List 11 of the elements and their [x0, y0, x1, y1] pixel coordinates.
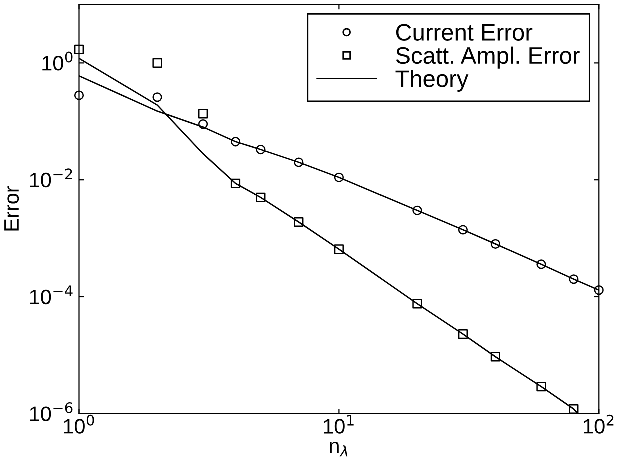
legend-label: Theory: [396, 70, 469, 92]
x-axis-title: n$_{λ}$: [330, 442, 348, 457]
y-axis-title: Error: [4, 186, 20, 231]
x-tick-label: 10$^{1}$: [324, 415, 354, 434]
legend-label: Current Error: [396, 24, 533, 41]
x-tick-label: 10$^{2}$: [584, 414, 614, 434]
y-tick-label: 10$^{−4}$: [30, 286, 73, 305]
y-tick-label: 10$^{−2}$: [30, 168, 72, 188]
y-tick-label: 10$^{0}$: [42, 52, 73, 71]
x-tick-label: 10$^{0}$: [64, 414, 94, 434]
legend-label: Scatt. Ampl. Error: [396, 46, 580, 69]
